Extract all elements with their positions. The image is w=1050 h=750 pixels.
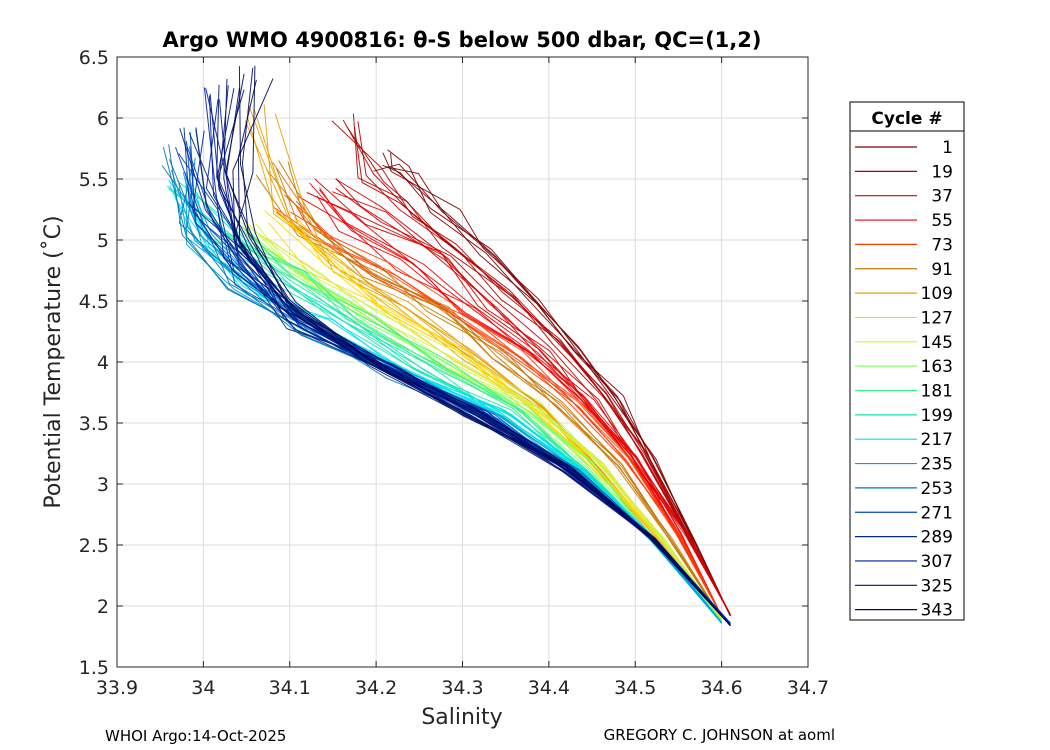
y-tick-label: 4 bbox=[97, 352, 109, 374]
grid-lines bbox=[117, 57, 808, 667]
chart-title: Argo WMO 4900816: θ-S below 500 dbar, QC… bbox=[163, 28, 762, 52]
legend-label: 109 bbox=[921, 284, 953, 304]
series-bundle bbox=[238, 219, 723, 621]
series-line bbox=[238, 66, 731, 626]
y-tick-label: 6.5 bbox=[79, 47, 109, 69]
series-line bbox=[297, 219, 722, 619]
legend-label: 253 bbox=[921, 479, 953, 499]
legend-label: 325 bbox=[921, 576, 953, 596]
series-line bbox=[273, 207, 723, 617]
legend-label: 235 bbox=[921, 455, 953, 475]
series-line bbox=[253, 230, 723, 621]
series-line bbox=[382, 152, 731, 617]
x-tick-label: 34.5 bbox=[614, 677, 656, 699]
legend-label: 37 bbox=[931, 187, 953, 207]
series-lines bbox=[161, 65, 731, 626]
legend-label: 181 bbox=[921, 382, 953, 402]
y-tick-label: 2.5 bbox=[79, 535, 109, 557]
series-bundle bbox=[331, 113, 731, 615]
y-axis-label: Potential Temperature (˚C) bbox=[41, 215, 66, 508]
legend-entries: 1 19 37 55 73 91 109 127 145 163 181 199 217 235 253 27… bbox=[855, 138, 953, 621]
legend-title: Cycle # bbox=[871, 109, 942, 129]
series-line bbox=[274, 113, 722, 619]
footer-left: WHOI Argo:14-Oct-2025 bbox=[105, 727, 286, 745]
series-line bbox=[346, 126, 731, 615]
y-tick-label: 6 bbox=[97, 108, 109, 130]
legend-label: 199 bbox=[921, 406, 953, 426]
series-line bbox=[357, 121, 731, 615]
x-axis-label: Salinity bbox=[421, 705, 502, 730]
x-tick-label: 34.6 bbox=[700, 677, 742, 699]
legend-label: 19 bbox=[931, 162, 953, 182]
x-tick-label: 34.2 bbox=[355, 677, 397, 699]
legend-label: 73 bbox=[931, 235, 953, 255]
legend-label: 307 bbox=[921, 552, 953, 572]
x-axis-ticks: 33.9 34 34.1 34.2 34.3 34.4 34.5 34.6 34.7 bbox=[96, 57, 829, 699]
series-line bbox=[268, 222, 722, 619]
y-tick-label: 5.5 bbox=[79, 169, 109, 191]
legend-label: 91 bbox=[931, 260, 953, 280]
series-line bbox=[205, 99, 731, 625]
legend-label: 1 bbox=[942, 138, 953, 158]
series-line bbox=[319, 189, 723, 617]
series-line bbox=[238, 220, 723, 621]
series-line bbox=[332, 191, 731, 615]
legend-label: 271 bbox=[921, 503, 953, 523]
legend-label: 343 bbox=[921, 601, 953, 621]
series-line bbox=[319, 187, 723, 617]
x-tick-label: 34.4 bbox=[528, 677, 570, 699]
legend-label: 145 bbox=[921, 333, 953, 353]
series-line bbox=[314, 178, 731, 615]
y-tick-label: 5 bbox=[97, 230, 109, 252]
legend-label: 289 bbox=[921, 528, 953, 548]
series-line bbox=[331, 120, 731, 615]
series-line bbox=[335, 187, 731, 615]
series-line bbox=[287, 161, 723, 619]
y-axis-ticks: 1.5 2 2.5 3 3.5 4 4.5 5 5.5 6 6.5 bbox=[79, 47, 808, 679]
legend-label: 163 bbox=[921, 357, 953, 377]
series-line bbox=[335, 178, 731, 615]
series-line bbox=[225, 73, 731, 626]
legend-label: 55 bbox=[931, 211, 953, 231]
x-tick-label: 33.9 bbox=[96, 677, 138, 699]
y-tick-label: 3.5 bbox=[79, 413, 109, 435]
x-tick-label: 34.3 bbox=[441, 677, 483, 699]
series-bundle bbox=[255, 160, 723, 619]
footer-right: GREGORY C. JOHNSON at aoml bbox=[604, 726, 835, 744]
series-line bbox=[306, 192, 731, 615]
y-tick-label: 3 bbox=[97, 474, 109, 496]
x-tick-label: 34.7 bbox=[787, 677, 829, 699]
x-tick-label: 34.1 bbox=[269, 677, 311, 699]
series-line bbox=[266, 168, 723, 619]
legend-box bbox=[849, 101, 965, 621]
series-bundle bbox=[298, 182, 723, 617]
legend-label: 217 bbox=[921, 430, 953, 450]
legend-label: 127 bbox=[921, 308, 953, 328]
legend: Cycle # 1 19 37 55 73 91 109 127 145 163 181 199 217… bbox=[849, 101, 965, 621]
x-tick-label: 34 bbox=[191, 677, 215, 699]
series-line bbox=[316, 195, 723, 617]
y-tick-label: 1.5 bbox=[79, 657, 109, 679]
y-tick-label: 2 bbox=[97, 596, 109, 618]
y-tick-label: 4.5 bbox=[79, 291, 109, 313]
series-bundle bbox=[306, 178, 731, 615]
series-bundle bbox=[225, 65, 731, 626]
series-line bbox=[233, 65, 731, 626]
series-line bbox=[242, 67, 731, 626]
